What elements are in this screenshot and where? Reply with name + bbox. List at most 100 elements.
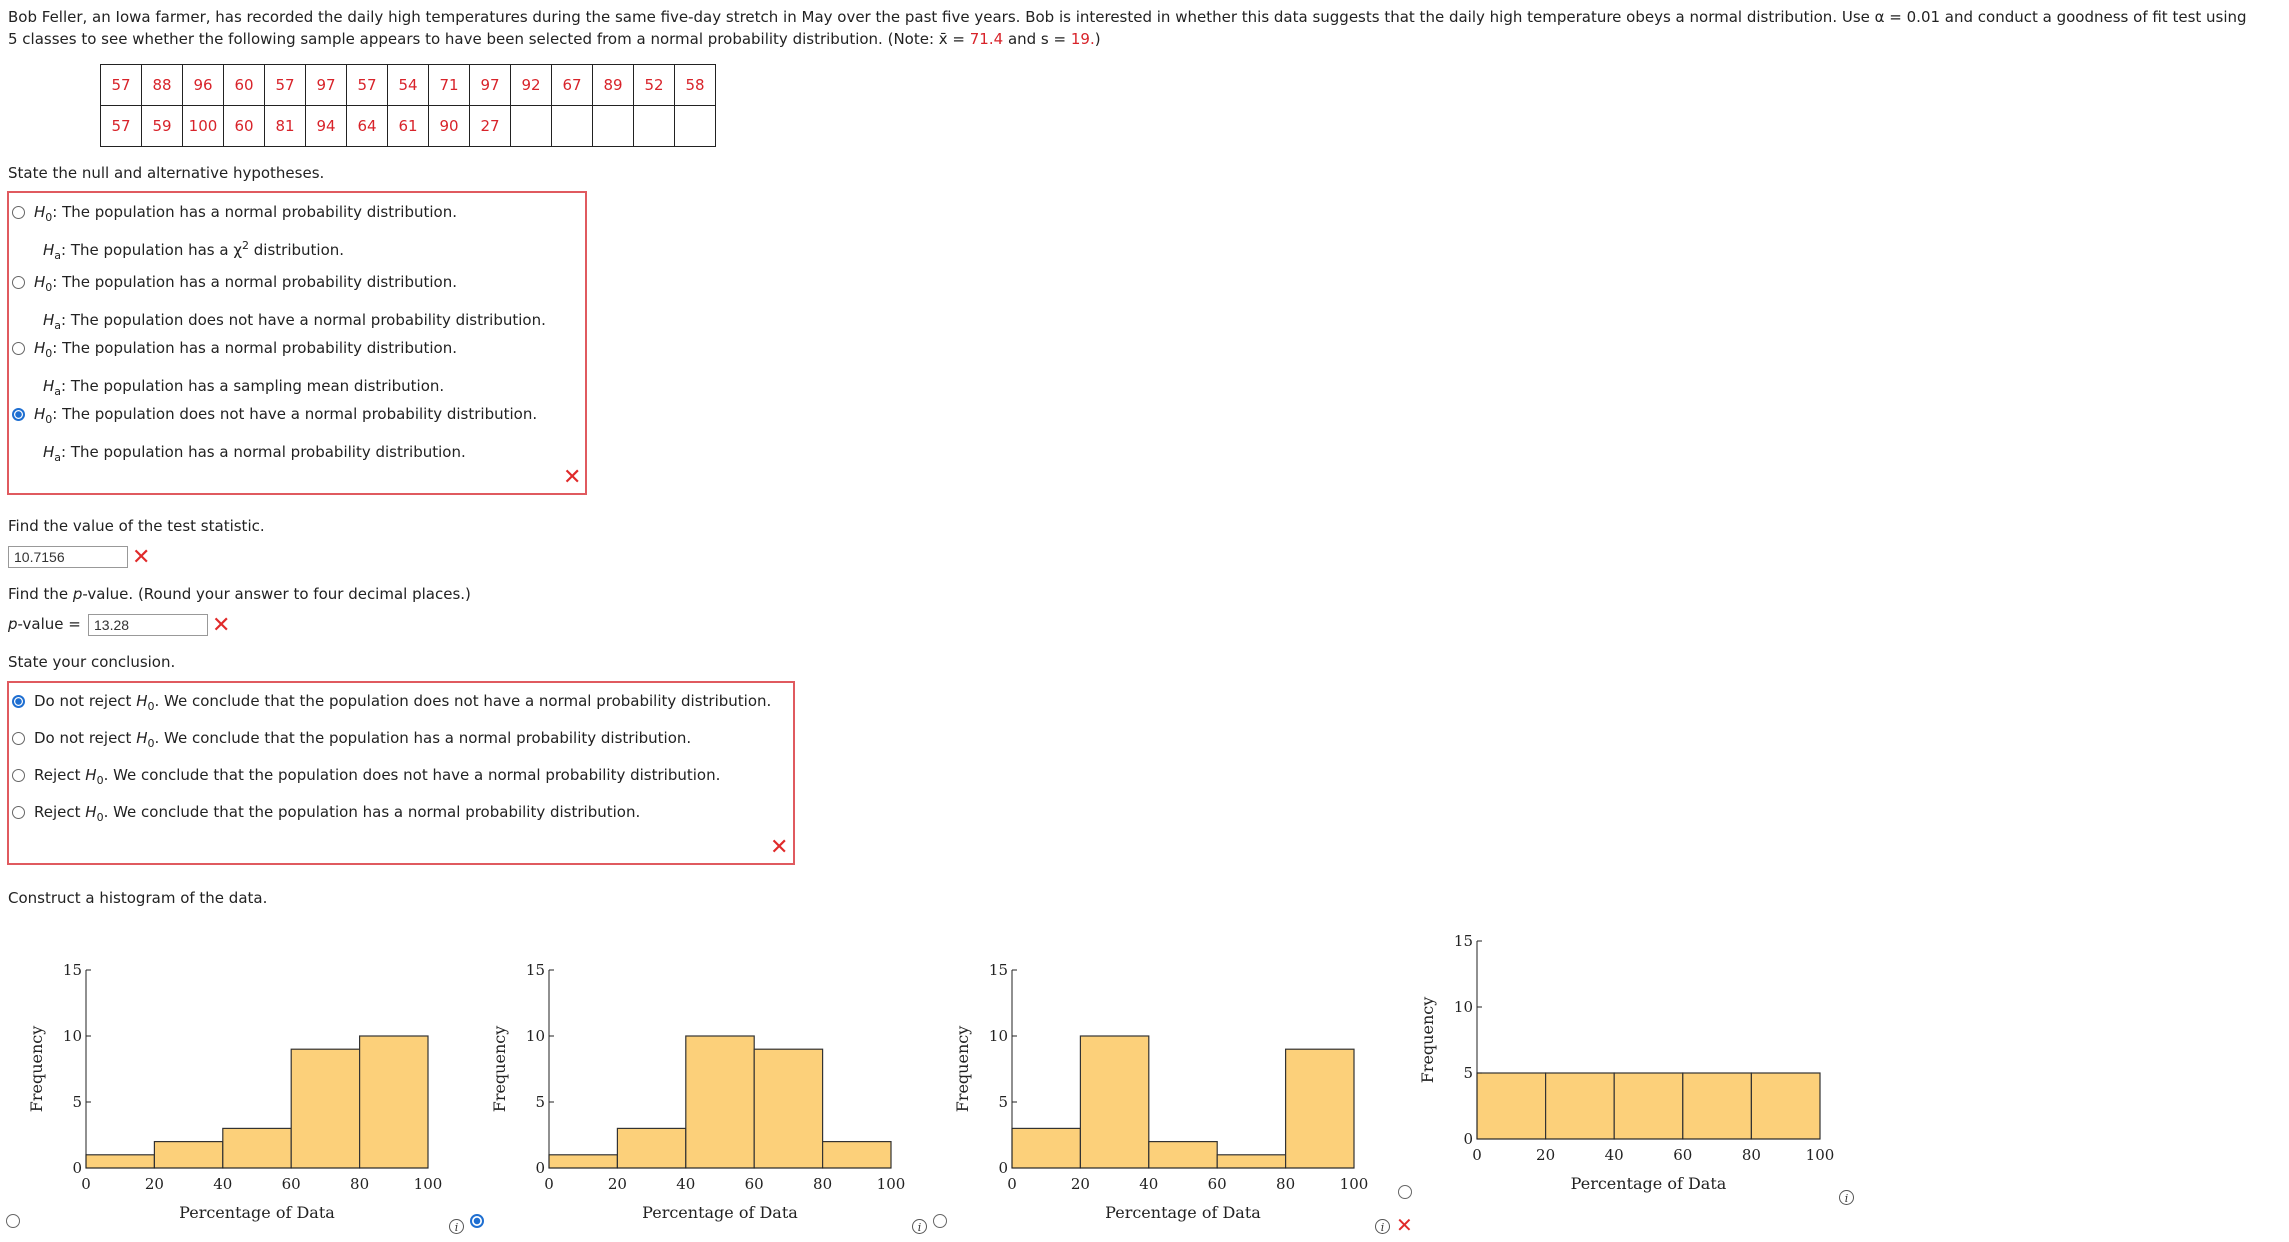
problem-statement: Bob Feller, an Iowa farmer, has recorded… (8, 6, 2283, 50)
y-tick-label: 5 (1463, 1064, 1473, 1082)
y-tick-label: 10 (1454, 998, 1473, 1016)
radio-button[interactable] (12, 769, 25, 782)
table-cell: 61 (387, 105, 429, 147)
x-tick-label: 20 (145, 1175, 164, 1193)
p-value-input[interactable] (88, 614, 208, 636)
table-cell: 54 (387, 64, 429, 106)
problem-text-1: Bob Feller, an Iowa farmer, has recorded… (8, 8, 2247, 26)
x-tick-label: 100 (414, 1175, 443, 1193)
hypothesis-option-1[interactable]: H0: The population has a normal probabil… (12, 202, 457, 228)
x-tick-label: 100 (1340, 1175, 1369, 1193)
table-cell: 88 (141, 64, 183, 106)
hypothesis-option-4[interactable]: H0: The population does not have a norma… (12, 404, 537, 430)
table-cell (592, 105, 634, 147)
data-table: 57 88 96 60 57 97 57 54 71 97 92 67 89 52 58 57 59 100 60… (100, 64, 716, 147)
histogram-bar (85, 1154, 156, 1169)
histogram-bar (1216, 1154, 1287, 1169)
histogram-bar (1682, 1072, 1753, 1140)
x-axis-label: Percentage of Data (1105, 1203, 1261, 1222)
test-statistic-input[interactable] (8, 546, 128, 568)
histogram-bar (359, 1035, 429, 1169)
conclusion-prompt: State your conclusion. (8, 653, 176, 671)
radio-button[interactable] (12, 276, 25, 289)
x-tick-label: 20 (1536, 1146, 1555, 1164)
x-tick-label: 0 (1472, 1146, 1482, 1164)
x-tick-label: 0 (1007, 1175, 1017, 1193)
wrong-icon: ✕ (563, 465, 582, 490)
problem-text-3: and s = (1003, 30, 1071, 48)
p-value-label: p-value = (8, 615, 81, 633)
info-icon[interactable]: i (449, 1219, 464, 1234)
x-axis-label: Percentage of Data (1571, 1174, 1727, 1193)
radio-button[interactable] (12, 342, 25, 355)
problem-text-4: ) (1094, 30, 1101, 48)
table-row: 57 59 100 60 81 94 64 61 90 27 (100, 105, 716, 147)
table-cell: 57 (346, 64, 388, 106)
x-tick-label: 60 (745, 1175, 764, 1193)
histogram-bar (616, 1127, 687, 1169)
alternative-hypothesis-text: Ha: The population has a χ2 distribution… (43, 239, 345, 262)
hypotheses-prompt: State the null and alternative hypothese… (8, 164, 325, 182)
hypothesis-option-2[interactable]: H0: The population has a normal probabil… (12, 272, 457, 298)
table-cell: 58 (674, 64, 716, 106)
y-tick-label: 15 (63, 961, 82, 979)
conclusion-option-3[interactable]: Reject H0. We conclude that the populati… (12, 765, 720, 791)
x-tick-label: 60 (1208, 1175, 1227, 1193)
table-cell: 60 (223, 105, 265, 147)
table-cell (633, 105, 675, 147)
x-tick-label: 40 (676, 1175, 695, 1193)
histogram-bar (1011, 1127, 1082, 1169)
radio-button[interactable] (12, 408, 25, 421)
histogram-choice-3-radio[interactable] (933, 1214, 947, 1228)
histogram-choice-4-radio[interactable] (1398, 1185, 1412, 1199)
info-icon[interactable]: i (1839, 1190, 1854, 1205)
x-tick-label: 80 (350, 1175, 369, 1193)
xbar-value: 71.4 (969, 30, 1004, 48)
histogram-bar (1284, 1048, 1355, 1169)
test-statistic-prompt: Find the value of the test statistic. (8, 517, 265, 535)
y-tick-label: 0 (535, 1159, 545, 1177)
x-tick-label: 80 (813, 1175, 832, 1193)
p-value-prompt: Find the p-value. (Round your answer to … (8, 585, 471, 603)
x-tick-label: 20 (1071, 1175, 1090, 1193)
s-value: 19. (1070, 30, 1095, 48)
histogram-prompt: Construct a histogram of the data. (8, 889, 268, 907)
table-cell: 57 (100, 105, 142, 147)
histogram-bar (1148, 1140, 1218, 1169)
radio-button[interactable] (12, 806, 25, 819)
y-tick-label: 15 (1454, 932, 1473, 950)
table-cell: 64 (346, 105, 388, 147)
hypothesis-option-3[interactable]: H0: The population has a normal probabil… (12, 338, 457, 364)
y-tick-label: 15 (989, 961, 1008, 979)
x-axis-label: Percentage of Data (642, 1203, 798, 1222)
histogram-choice-1-radio[interactable] (6, 1214, 20, 1228)
table-cell: 96 (182, 64, 224, 106)
conclusion-option-2[interactable]: Do not reject H0. We conclude that the p… (12, 728, 691, 754)
wrong-icon: ✕ (770, 835, 789, 860)
info-icon[interactable]: i (1375, 1219, 1390, 1234)
radio-button[interactable] (12, 695, 25, 708)
histogram-bar (1476, 1072, 1547, 1140)
problem-text-2: 5 classes to see whether the following s… (8, 30, 970, 48)
conclusion-option-1[interactable]: Do not reject H0. We conclude that the p… (12, 691, 771, 717)
radio-button[interactable] (12, 206, 25, 219)
radio-button[interactable] (12, 732, 25, 745)
y-tick-label: 5 (535, 1093, 545, 1111)
table-cell (551, 105, 593, 147)
x-tick-label: 100 (877, 1175, 906, 1193)
table-cell: 59 (141, 105, 183, 147)
y-axis-label: Frequency (490, 1026, 509, 1113)
x-tick-label: 40 (1605, 1146, 1624, 1164)
histogram-choice-2-radio[interactable] (470, 1214, 484, 1228)
conclusion-option-4[interactable]: Reject H0. We conclude that the populati… (12, 802, 640, 828)
x-tick-label: 80 (1742, 1146, 1761, 1164)
table-cell: 67 (551, 64, 593, 106)
x-tick-label: 60 (1673, 1146, 1692, 1164)
table-cell: 92 (510, 64, 552, 106)
histogram-bar (821, 1140, 892, 1169)
y-tick-label: 15 (526, 961, 545, 979)
conclusion-answer-box (7, 681, 795, 865)
histogram-bar (153, 1140, 224, 1169)
info-icon[interactable]: i (912, 1219, 927, 1234)
x-tick-label: 40 (1139, 1175, 1158, 1193)
